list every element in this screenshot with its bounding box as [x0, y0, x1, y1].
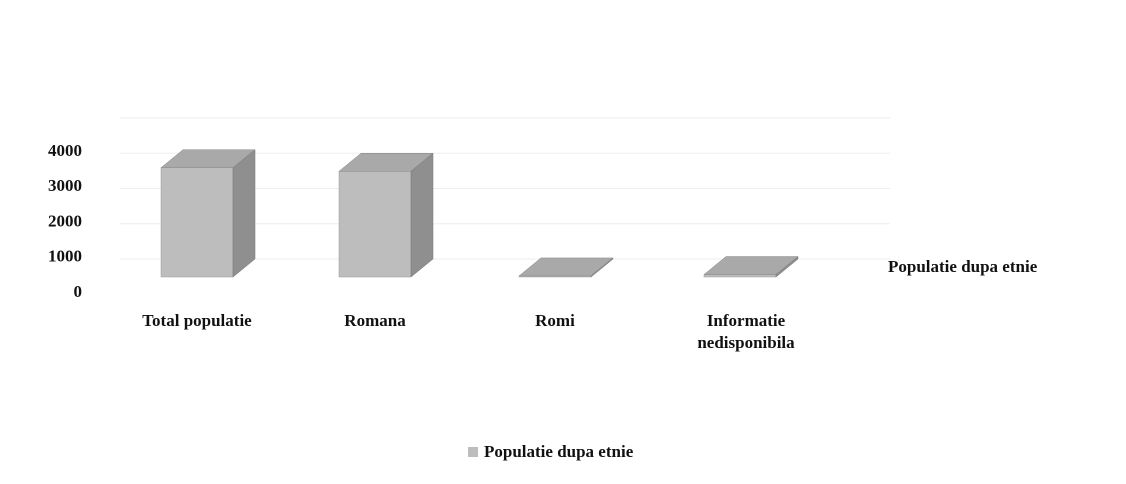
y-tick-label: 2000 [48, 211, 82, 230]
bar-front [160, 167, 234, 278]
bar-side [232, 149, 256, 278]
x-tick-label: Total populatie [142, 311, 252, 330]
bar [703, 256, 799, 278]
x-tick-label: Romana [344, 311, 406, 330]
x-tick-label: Informatie nedisponibila [697, 311, 795, 352]
legend-swatch [468, 447, 478, 457]
bar [160, 149, 256, 278]
bar [338, 152, 434, 278]
y-tick-label: 4000 [48, 141, 82, 160]
y-tick-label: 3000 [48, 176, 82, 195]
bar-side [410, 152, 434, 278]
bar-front [703, 274, 777, 278]
y-tick-label: 1000 [48, 247, 82, 266]
series-axis-label: Populatie dupa etnie [888, 257, 1038, 276]
y-tick-label: 0 [74, 282, 83, 301]
bar [518, 257, 614, 278]
bar-side [775, 256, 799, 278]
bar-side [590, 257, 614, 278]
x-tick-label: Romi [535, 311, 575, 330]
legend-label: Populatie dupa etnie [484, 442, 634, 461]
bar-front [338, 171, 412, 278]
